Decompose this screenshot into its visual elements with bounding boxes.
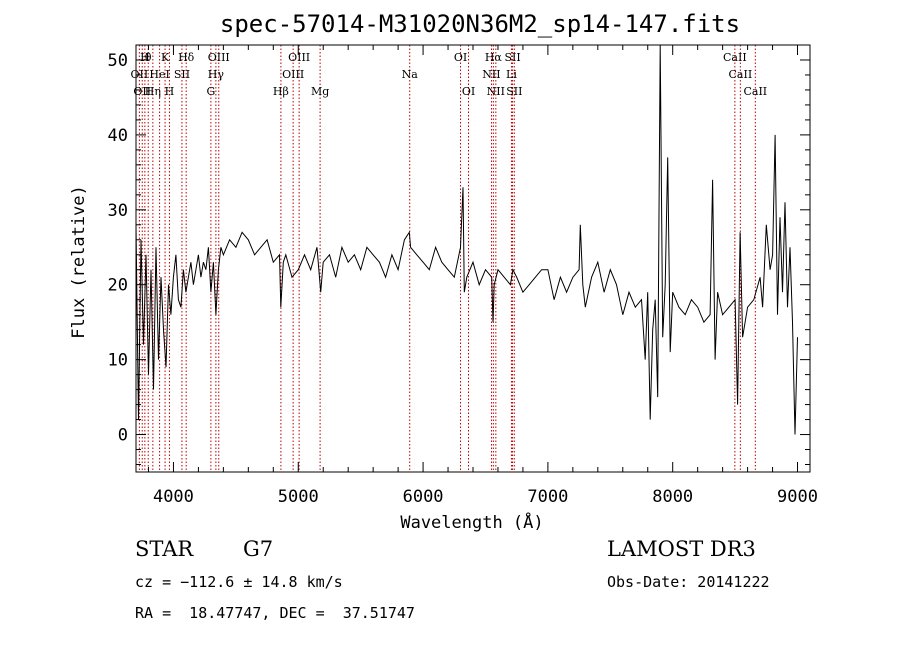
x-tick-label: 8000 [652,487,693,507]
coordinates: RA = 18.47747, DEC = 37.51747 [135,604,415,622]
chart-title: spec-57014-M31020N36M2_sp14-147.fits [220,10,740,38]
y-tick-label: 30 [108,201,128,221]
line-label: G [206,85,215,98]
line-label: H [165,85,175,98]
redshift-cz: cz = −112.6 ± 14.8 km/s [135,573,343,591]
line-label: Hη [145,85,161,98]
y-tick-label: 10 [108,351,128,371]
x-tick-label: 9000 [777,487,818,507]
line-label: HeI [149,68,169,81]
line-labels: OIIOIIHθHηHeIKHSIIHδGHγOIIIHβOIIIOIIIMgN… [131,51,768,98]
survey-name: LAMOST DR3 [607,537,756,561]
line-label: SII [506,85,522,98]
y-tick-label: 40 [108,126,128,146]
line-label: OIII [288,51,310,64]
line-label: Hδ [178,51,195,64]
x-tick-label: 6000 [403,487,444,507]
x-tick-label: 4000 [153,487,194,507]
line-label: OII [133,85,151,98]
y-tick-label: 50 [108,51,128,71]
observation-date: Obs-Date: 20141222 [607,573,770,591]
line-label: K [161,51,170,64]
y-tick-label: 20 [108,276,128,296]
line-label: θ [145,51,152,64]
plot-frame [135,44,811,473]
y-axis-ticks: 0 10 20 30 40 50 [108,51,810,466]
line-label: SII [174,68,190,81]
x-tick-label: 7000 [527,487,568,507]
object-subclass: G7 [243,537,274,561]
line-label: OI [454,51,467,64]
line-label: Na [402,68,419,81]
object-class: STAR [135,537,194,561]
line-label: NII [482,68,500,81]
line-label: Hγ [208,68,225,81]
x-axis-ticks: 4000 5000 6000 7000 8000 9000 [147,45,818,507]
line-label: Mg [311,85,329,98]
line-label: CaII [729,68,753,81]
x-tick-label: 5000 [278,487,319,507]
line-label: Hβ [273,85,289,98]
y-tick-label: 0 [118,426,128,446]
line-label: OI [462,85,475,98]
line-label: Li [506,68,517,81]
line-label: NII [487,85,505,98]
line-label: CaII [743,85,767,98]
line-label: SII [504,51,520,64]
line-label: OIII [208,51,230,64]
line-markers [138,45,756,472]
y-axis-label: Flux (relative) [69,185,89,339]
line-label: Hα [485,51,503,64]
x-axis-label: Wavelength (Å) [400,511,543,533]
line-label: OIII [282,68,304,81]
spectrum-line [135,44,798,435]
line-label: CaII [723,51,747,64]
line-label: H [140,51,150,64]
